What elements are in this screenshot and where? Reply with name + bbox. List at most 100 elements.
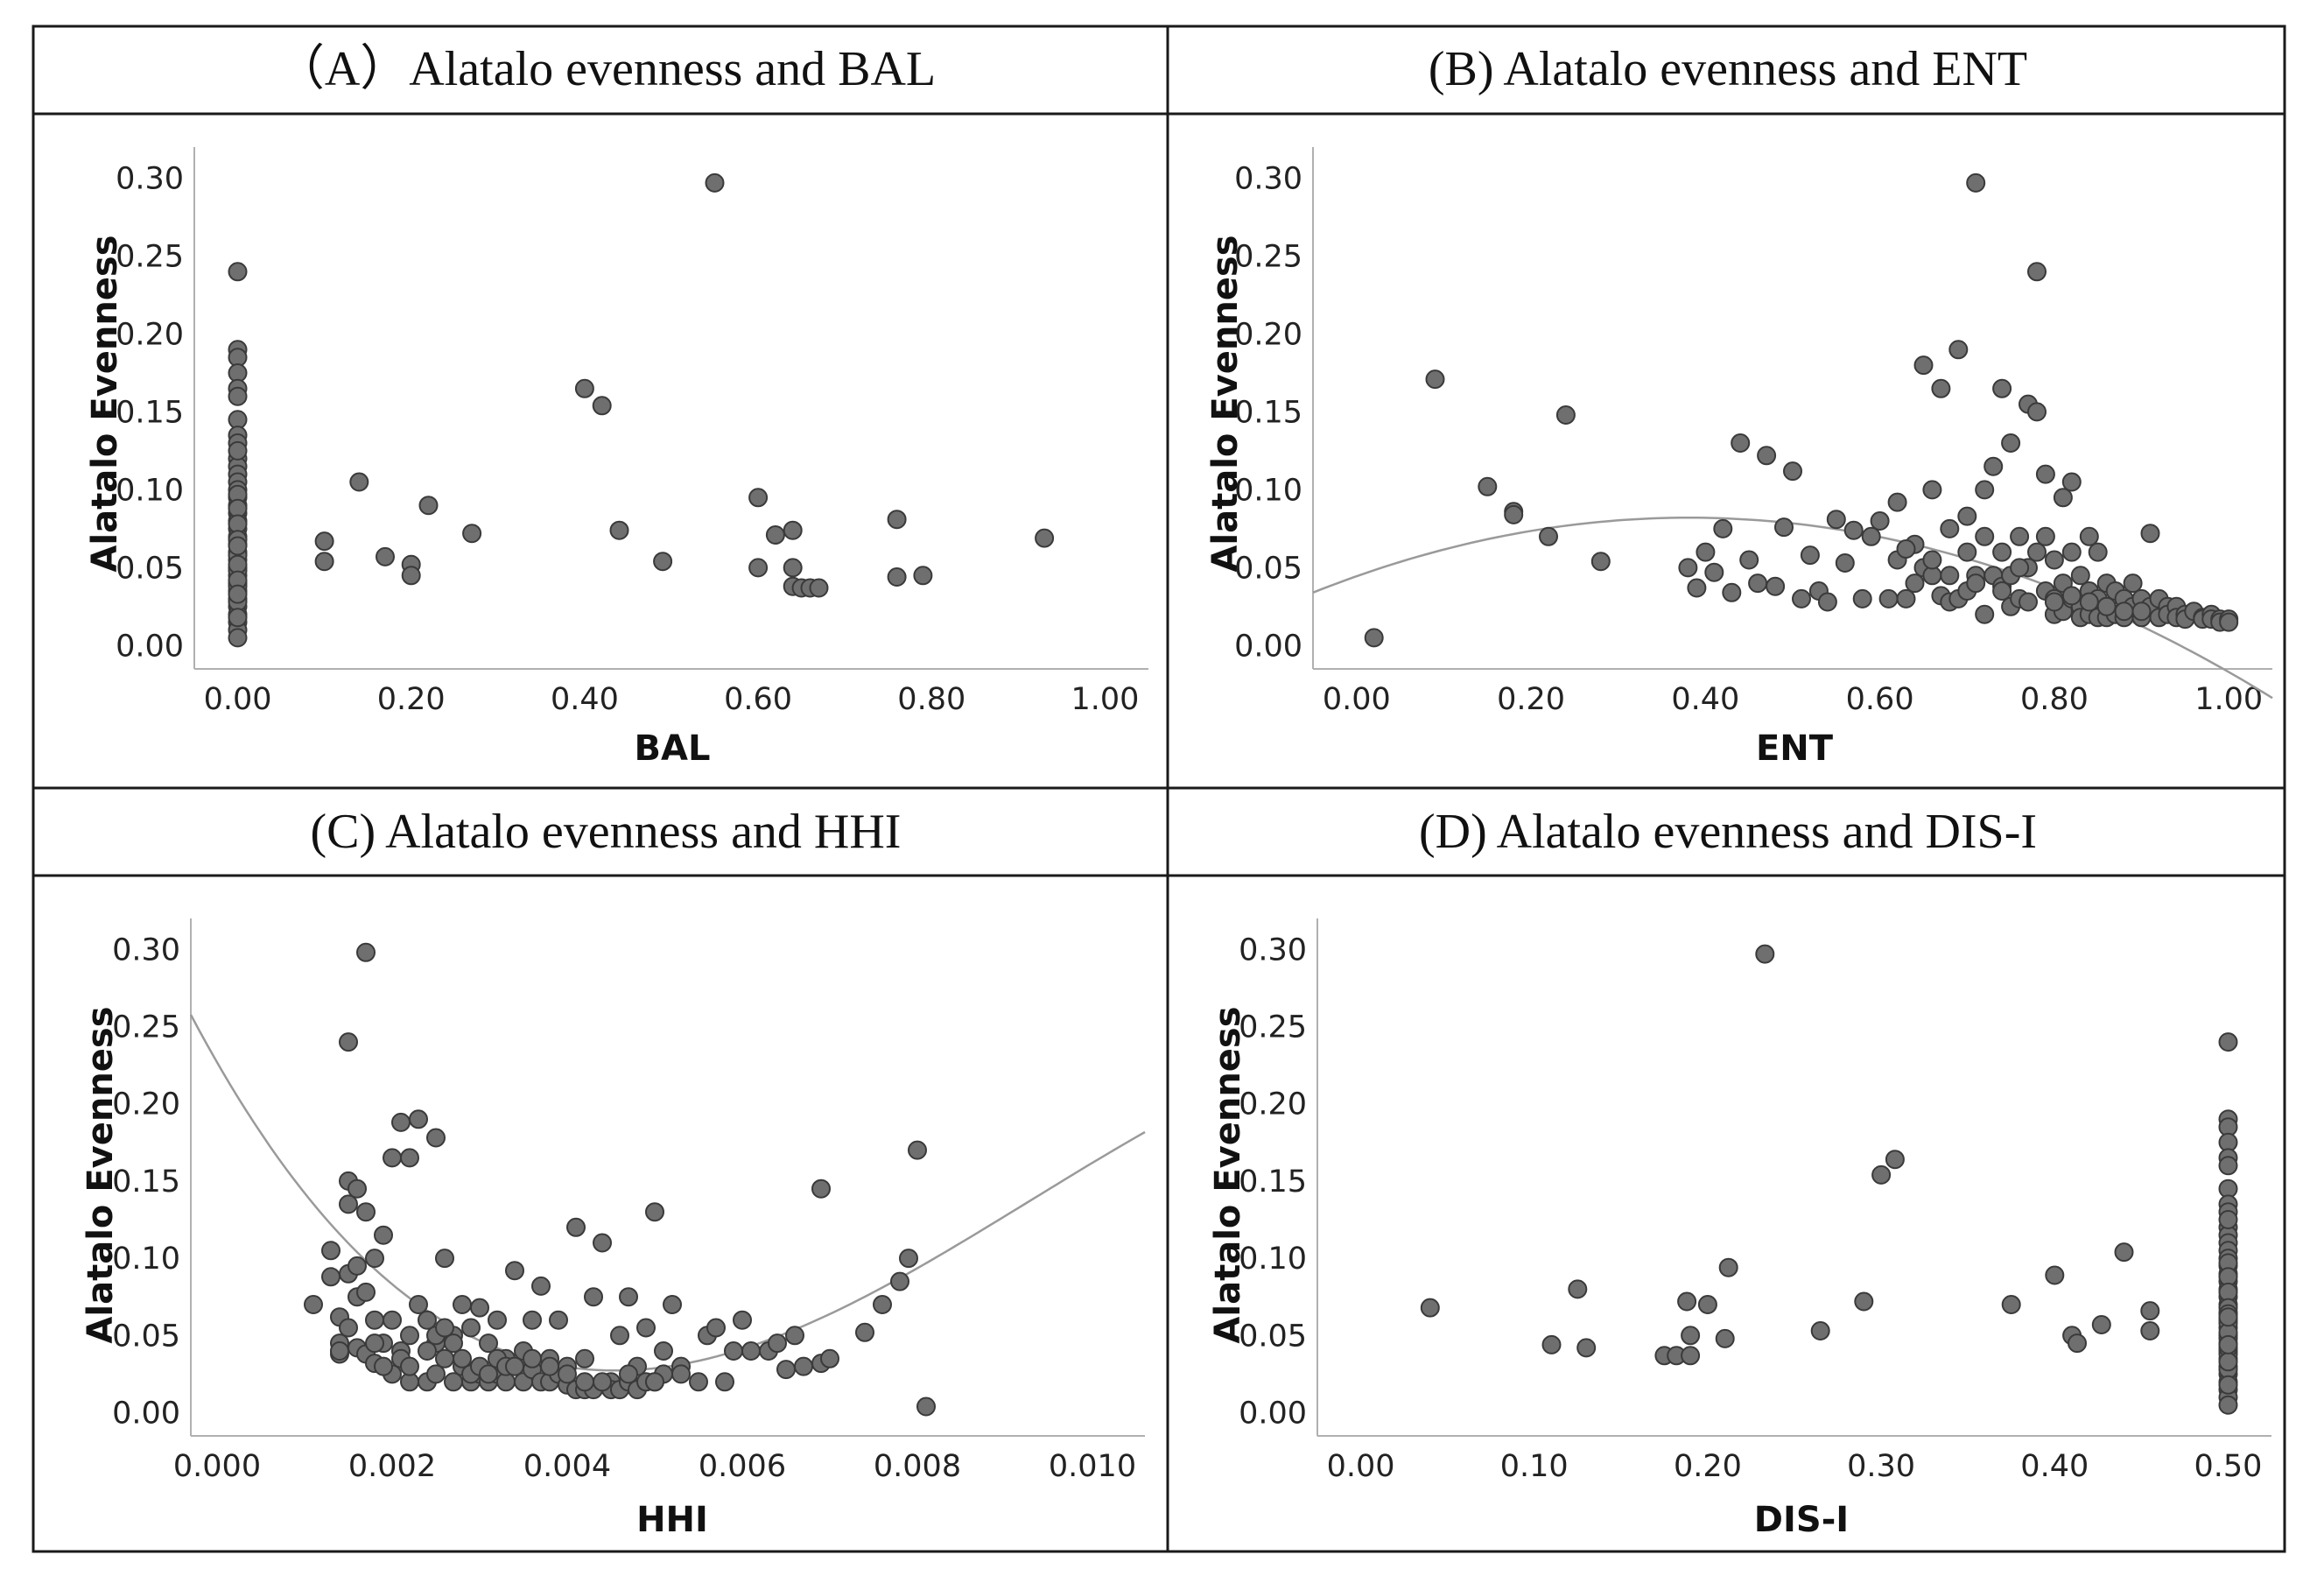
data-point bbox=[1539, 526, 1558, 546]
data-point bbox=[574, 378, 594, 398]
data-point bbox=[479, 1333, 498, 1354]
data-point bbox=[1541, 1334, 1562, 1354]
data-point bbox=[724, 1341, 743, 1361]
data-point bbox=[1843, 520, 1864, 540]
data-point bbox=[339, 1032, 358, 1052]
data-point bbox=[1905, 573, 1925, 594]
y-tick-label: 0.20 bbox=[112, 1087, 180, 1122]
panel-c-ylabel: Alatalo Evenness bbox=[81, 1006, 121, 1343]
data-point bbox=[2010, 526, 2030, 546]
data-point bbox=[2079, 526, 2099, 546]
y-tick-label: 0.20 bbox=[1239, 1087, 1307, 1122]
data-point bbox=[765, 525, 785, 545]
data-point bbox=[2219, 612, 2239, 632]
data-point bbox=[1576, 1338, 1597, 1358]
panel-d-title: (D) Alatalo evenness and DIS-I bbox=[1419, 805, 2037, 859]
data-point bbox=[479, 1364, 498, 1384]
data-point bbox=[1739, 550, 1759, 570]
data-point bbox=[733, 1310, 752, 1330]
data-point bbox=[549, 1310, 568, 1330]
x-tick-label: 0.40 bbox=[551, 682, 619, 717]
y-tick-label: 0.05 bbox=[1239, 1319, 1307, 1354]
y-tick-label: 0.10 bbox=[1234, 473, 1302, 508]
data-point bbox=[435, 1348, 454, 1368]
data-point bbox=[523, 1310, 542, 1330]
panel-a-plot: 0.00 0.05 0.10 0.15 0.20 0.25 0.30 0.00 0.20 0.40… bbox=[116, 147, 1148, 717]
data-point bbox=[339, 1194, 358, 1214]
panel-d-plot: 0.00 0.05 0.10 0.15 0.20 0.25 0.30 0.00 0.10 0.20… bbox=[1239, 918, 2271, 1484]
panel-c-plot: 0.00 0.05 0.10 0.15 0.20 0.25 0.30 0.000 0.002 0.… bbox=[112, 918, 1146, 1484]
data-point bbox=[2114, 602, 2134, 622]
data-point bbox=[1696, 542, 1716, 562]
x-tick-label: 0.00 bbox=[1323, 682, 1391, 717]
data-point bbox=[783, 558, 803, 578]
data-point bbox=[348, 1178, 367, 1199]
data-point bbox=[1992, 581, 2012, 601]
data-point bbox=[1854, 1291, 1874, 1312]
data-point bbox=[2068, 1333, 2087, 1354]
data-point bbox=[339, 1318, 358, 1338]
x-tick-label: 0.80 bbox=[897, 682, 965, 717]
x-tick-label: 0.80 bbox=[2020, 682, 2089, 717]
y-tick-label: 0.00 bbox=[1239, 1397, 1307, 1432]
data-point bbox=[365, 1333, 384, 1354]
x-tick-label: 0.004 bbox=[523, 1449, 611, 1484]
data-point bbox=[304, 1295, 323, 1314]
data-point bbox=[2218, 1352, 2238, 1372]
data-point bbox=[2096, 596, 2117, 616]
data-point bbox=[330, 1341, 349, 1361]
data-point bbox=[348, 1256, 367, 1276]
data-point bbox=[1718, 1257, 1738, 1277]
data-point bbox=[2001, 1295, 2021, 1314]
data-point bbox=[2079, 592, 2099, 612]
x-tick-label: 0.20 bbox=[1674, 1449, 1742, 1484]
data-point bbox=[1992, 378, 2012, 398]
data-point bbox=[809, 578, 829, 598]
data-point bbox=[365, 1310, 384, 1330]
data-point bbox=[2027, 262, 2047, 282]
data-point bbox=[2035, 464, 2055, 484]
y-tick-label: 0.10 bbox=[112, 1242, 180, 1277]
data-point bbox=[811, 1178, 831, 1199]
data-point bbox=[2001, 433, 2021, 453]
data-point bbox=[1810, 1321, 1830, 1340]
data-point bbox=[2218, 1375, 2238, 1395]
data-point bbox=[365, 1249, 384, 1269]
data-point bbox=[1792, 588, 1811, 609]
panel-c-title: (C) Alatalo evenness and HHI bbox=[311, 805, 902, 859]
x-tick-label: 0.00 bbox=[1327, 1449, 1395, 1484]
data-point bbox=[314, 531, 334, 552]
x-tick-label: 1.00 bbox=[2194, 682, 2263, 717]
data-point bbox=[349, 472, 369, 492]
data-point bbox=[913, 566, 933, 586]
x-tick-label: 0.20 bbox=[377, 682, 446, 717]
panel-b-ylabel: Alatalo Evenness bbox=[1205, 235, 1246, 572]
data-point bbox=[1590, 552, 1611, 572]
data-point bbox=[356, 1202, 376, 1222]
data-point bbox=[531, 1276, 551, 1296]
data-point bbox=[1681, 1326, 1701, 1346]
data-point bbox=[1975, 604, 1995, 624]
data-point bbox=[1992, 542, 2012, 562]
data-point bbox=[409, 1295, 428, 1314]
data-point bbox=[2218, 1395, 2238, 1415]
x-tick-label: 0.008 bbox=[874, 1449, 961, 1484]
data-point bbox=[228, 386, 248, 406]
data-point bbox=[1766, 576, 1786, 596]
data-point bbox=[444, 1333, 463, 1354]
data-point bbox=[1555, 405, 1576, 425]
data-point bbox=[418, 1341, 437, 1361]
data-point bbox=[1896, 588, 1916, 609]
data-point bbox=[1817, 592, 1837, 612]
data-point bbox=[1852, 588, 1872, 609]
y-tick-label: 0.15 bbox=[112, 1164, 180, 1200]
data-point bbox=[1896, 539, 1916, 559]
data-point bbox=[1748, 573, 1768, 594]
x-tick-label: 0.20 bbox=[1497, 682, 1565, 717]
data-point bbox=[1835, 553, 1855, 573]
data-point bbox=[391, 1112, 411, 1132]
y-tick-label: 0.10 bbox=[116, 473, 184, 508]
data-point bbox=[418, 1310, 437, 1330]
data-point bbox=[887, 567, 907, 587]
data-point bbox=[706, 1318, 726, 1338]
